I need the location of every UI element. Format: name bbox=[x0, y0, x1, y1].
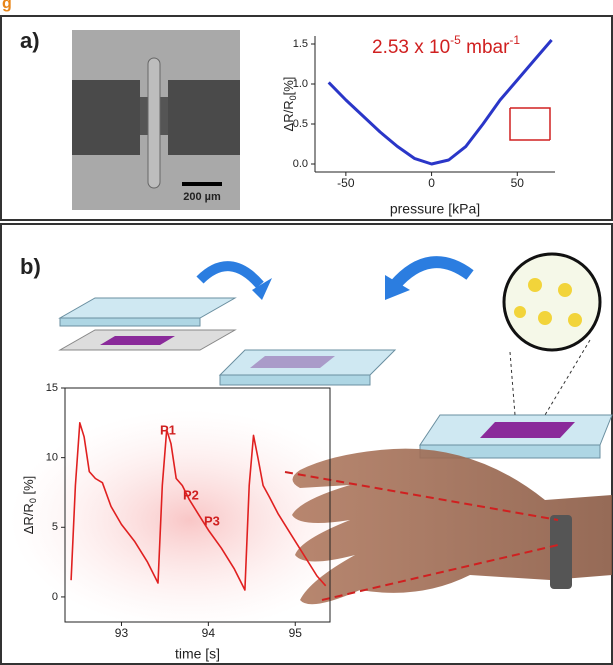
y-tick-label: 5 bbox=[52, 521, 58, 533]
y-tick-label: 1.5 bbox=[293, 38, 308, 50]
page: {"figure": {"label": "g", "panel_a": "a)… bbox=[0, 0, 613, 665]
x-tick-label: 95 bbox=[289, 626, 303, 640]
y-tick-label: 15 bbox=[46, 382, 58, 394]
y-tick-label: 0.0 bbox=[293, 158, 308, 170]
slope-triangle bbox=[510, 108, 550, 140]
data-line bbox=[329, 40, 552, 164]
figure: g a) b) 200 µm bbox=[0, 0, 613, 665]
y-axis-label: ΔR/R0 [%] bbox=[21, 476, 38, 535]
x-axis-label: time [s] bbox=[175, 646, 220, 662]
x-tick-label: -50 bbox=[337, 176, 355, 190]
y-label-part: ΔR/R bbox=[281, 100, 296, 131]
y-tick-label: 0 bbox=[52, 591, 58, 603]
peak-label: P2 bbox=[183, 487, 199, 502]
y-tick-label: 10 bbox=[46, 452, 58, 464]
y-label-part: [%] bbox=[281, 77, 296, 96]
x-tick-label: 0 bbox=[428, 176, 435, 190]
micrograph: 200 µm bbox=[72, 30, 240, 210]
x-tick-label: 50 bbox=[511, 176, 525, 190]
x-axis-label: pressure [kPa] bbox=[390, 201, 480, 217]
x-tick-label: 94 bbox=[202, 626, 216, 640]
annotation-text: 2.53 x 10 bbox=[372, 37, 450, 58]
y-axis-label: ΔR/R0[%] bbox=[281, 77, 298, 132]
panel-label: a) bbox=[20, 28, 40, 53]
panel-label: b) bbox=[20, 254, 41, 279]
x-tick-label: 93 bbox=[115, 626, 129, 640]
annotation-text: -5 bbox=[450, 33, 461, 47]
slope-annotation: 2.53 x 10-5 mbar-1 bbox=[372, 33, 520, 58]
annotation-text: -1 bbox=[509, 33, 520, 47]
y-label-part: [%] bbox=[21, 476, 36, 498]
annotation-text: mbar bbox=[461, 37, 510, 58]
scale-bar-label: 200 µm bbox=[183, 191, 221, 203]
y-label-part: ΔR/R bbox=[21, 503, 36, 534]
figure-label: g bbox=[2, 0, 12, 12]
slope-triangle bbox=[510, 108, 550, 140]
